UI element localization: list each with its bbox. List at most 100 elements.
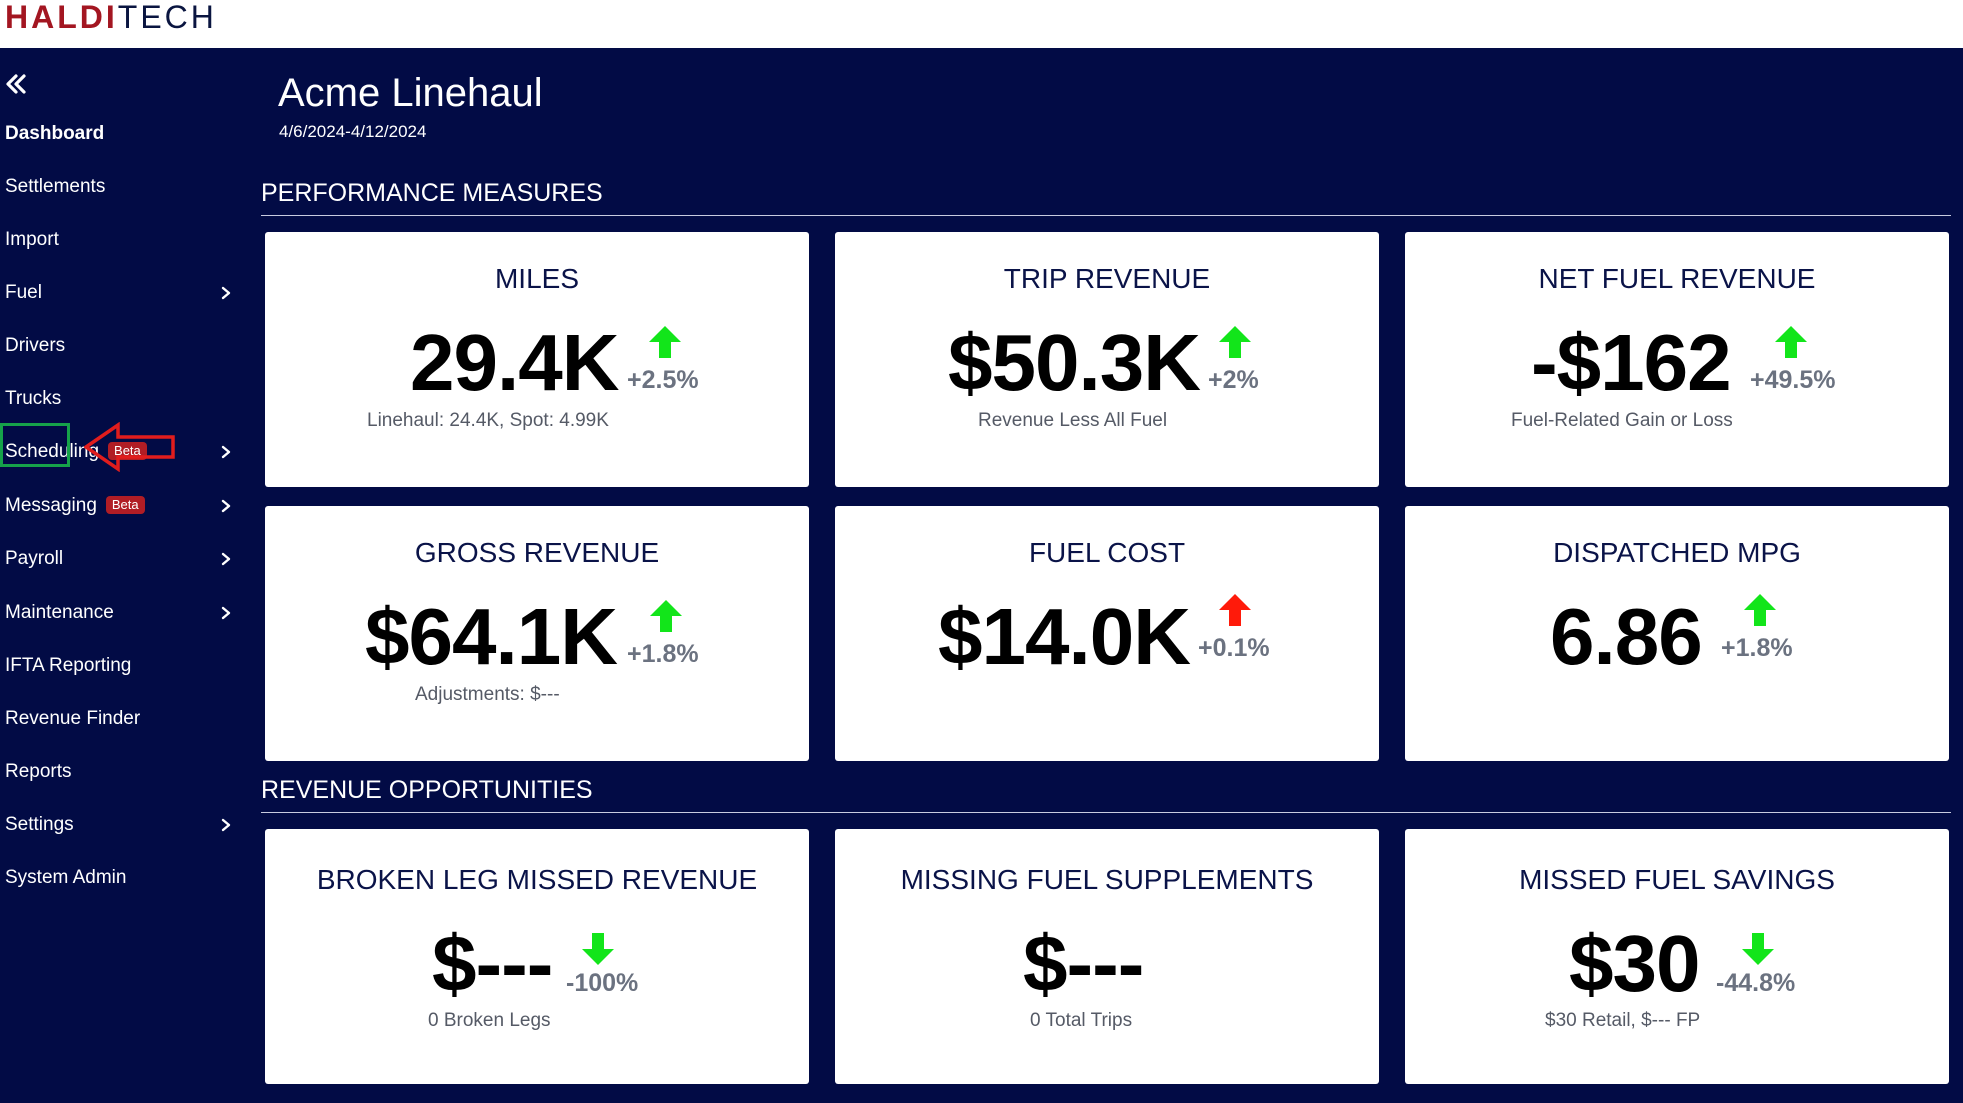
card-trip-revenue[interactable]: TRIP REVENUE $50.3K +2% Revenue Less All… bbox=[835, 232, 1379, 487]
red-arrow-annotation-icon bbox=[84, 422, 175, 472]
date-range: 4/6/2024-4/12/2024 bbox=[279, 122, 427, 141]
card-title: MISSING FUEL SUPPLEMENTS bbox=[900, 864, 1314, 895]
card-subtext: Fuel-Related Gain or Loss bbox=[1511, 410, 1733, 431]
card-subtext: 0 Broken Legs bbox=[428, 1010, 551, 1031]
arrow-up-icon bbox=[649, 326, 681, 358]
card-change: -100% bbox=[566, 969, 639, 997]
section-title: PERFORMANCE MEASURES bbox=[261, 179, 603, 207]
main-content: Acme Linehaul 4/6/2024-4/12/2024 PERFORM… bbox=[250, 48, 1963, 1103]
arrow-up-icon bbox=[1219, 326, 1251, 358]
sidebar-item-label: Fuel bbox=[5, 282, 42, 303]
sidebar-item-settings[interactable]: Settings bbox=[0, 803, 250, 847]
card-value: $14.0K bbox=[938, 592, 1191, 681]
card-title: NET FUEL REVENUE bbox=[1538, 263, 1816, 294]
sidebar-item-reports[interactable]: Reports bbox=[0, 750, 250, 794]
arrow-up-icon bbox=[650, 600, 682, 632]
arrow-up-icon bbox=[1744, 594, 1776, 626]
brand-name-part2: TECH bbox=[117, 0, 217, 35]
section-revenue-opportunities: REVENUE OPPORTUNITIES bbox=[261, 775, 1951, 813]
sidebar: Dashboard Settlements Import Fuel Driver… bbox=[0, 48, 250, 1103]
sidebar-item-ifta-reporting[interactable]: IFTA Reporting bbox=[0, 644, 250, 688]
card-dispatched-mpg[interactable]: DISPATCHED MPG 6.86 +1.8% bbox=[1405, 506, 1949, 761]
card-value: $30 bbox=[1569, 919, 1700, 1008]
double-chevron-left-icon[interactable] bbox=[4, 72, 28, 96]
sidebar-item-label: Maintenance bbox=[5, 602, 114, 623]
sidebar-item-system-admin[interactable]: System Admin bbox=[0, 856, 250, 900]
brand-logo[interactable]: HALDITECH bbox=[5, 0, 217, 34]
chevron-right-icon bbox=[221, 286, 231, 300]
top-bar: HALDITECH bbox=[0, 0, 1963, 48]
card-value: $50.3K bbox=[948, 318, 1201, 407]
card-title: BROKEN LEG MISSED REVENUE bbox=[316, 864, 758, 895]
card-value: -$162 bbox=[1531, 318, 1732, 407]
arrow-up-icon bbox=[1219, 594, 1251, 626]
sidebar-item-revenue-finder[interactable]: Revenue Finder bbox=[0, 697, 250, 741]
sidebar-item-label: Settlements bbox=[5, 176, 106, 197]
card-value: 29.4K bbox=[410, 318, 619, 407]
sidebar-item-dashboard[interactable]: Dashboard bbox=[0, 112, 250, 156]
page-title: Acme Linehaul bbox=[278, 71, 543, 115]
card-title: FUEL COST bbox=[1028, 537, 1186, 568]
chevron-right-icon bbox=[221, 499, 231, 513]
card-subtext: Linehaul: 24.4K, Spot: 4.99K bbox=[367, 410, 609, 431]
sidebar-item-messaging[interactable]: Messaging Beta bbox=[0, 484, 250, 528]
chevron-right-icon bbox=[221, 606, 231, 620]
card-miles[interactable]: MILES 29.4K +2.5% Linehaul: 24.4K, Spot:… bbox=[265, 232, 809, 487]
sidebar-item-label: Trucks bbox=[5, 388, 62, 409]
beta-badge: Beta bbox=[105, 496, 145, 514]
card-fuel-cost[interactable]: FUEL COST $14.0K +0.1% bbox=[835, 506, 1379, 761]
card-title: GROSS REVENUE bbox=[414, 537, 660, 568]
section-performance-measures: PERFORMANCE MEASURES bbox=[261, 178, 1951, 216]
chevron-right-icon bbox=[221, 552, 231, 566]
card-subtext: Revenue Less All Fuel bbox=[978, 410, 1168, 431]
card-change: +1.8% bbox=[1721, 634, 1793, 662]
sidebar-item-import[interactable]: Import bbox=[0, 218, 250, 262]
trucks-highlight-box bbox=[0, 423, 70, 467]
arrow-down-icon bbox=[582, 933, 614, 965]
card-value: $--- bbox=[1023, 919, 1144, 1008]
sidebar-item-label: Revenue Finder bbox=[5, 708, 141, 729]
card-subtext: 0 Total Trips bbox=[1030, 1010, 1133, 1031]
sidebar-item-label: Payroll bbox=[5, 548, 64, 569]
chevron-right-icon bbox=[221, 445, 231, 459]
sidebar-item-trucks[interactable]: Trucks bbox=[0, 377, 250, 421]
card-gross-revenue[interactable]: GROSS REVENUE $64.1K +1.8% Adjustments: … bbox=[265, 506, 809, 761]
sidebar-item-label: Reports bbox=[5, 761, 72, 782]
card-subtext: Adjustments: $--- bbox=[415, 684, 560, 705]
sidebar-item-label: Drivers bbox=[5, 335, 66, 356]
card-change: +2.5% bbox=[627, 366, 699, 394]
card-broken-leg-missed-revenue[interactable]: BROKEN LEG MISSED REVENUE $--- -100% 0 B… bbox=[265, 829, 809, 1084]
card-change: +0.1% bbox=[1198, 634, 1270, 662]
card-value: $--- bbox=[432, 919, 553, 1008]
section-divider bbox=[261, 812, 1951, 813]
sidebar-item-maintenance[interactable]: Maintenance bbox=[0, 591, 250, 635]
card-title: DISPATCHED MPG bbox=[1553, 537, 1801, 568]
card-change: +49.5% bbox=[1750, 366, 1836, 394]
sidebar-item-settlements[interactable]: Settlements bbox=[0, 165, 250, 209]
card-value: $64.1K bbox=[365, 592, 618, 681]
brand-name-part1: HALDI bbox=[5, 0, 118, 35]
card-change: +2% bbox=[1208, 366, 1259, 394]
card-change: -44.8% bbox=[1716, 969, 1796, 997]
arrow-down-icon bbox=[1742, 933, 1774, 965]
sidebar-item-label: System Admin bbox=[5, 867, 127, 888]
card-value: 6.86 bbox=[1550, 592, 1703, 681]
sidebar-item-label: Import bbox=[5, 229, 59, 250]
card-net-fuel-revenue[interactable]: NET FUEL REVENUE -$162 +49.5% Fuel-Relat… bbox=[1405, 232, 1949, 487]
card-change: +1.8% bbox=[627, 640, 699, 668]
card-title: TRIP REVENUE bbox=[1003, 263, 1211, 294]
sidebar-item-payroll[interactable]: Payroll bbox=[0, 537, 250, 581]
sidebar-item-drivers[interactable]: Drivers bbox=[0, 324, 250, 368]
card-title: MILES bbox=[494, 263, 580, 294]
chevron-right-icon bbox=[221, 818, 231, 832]
sidebar-item-label: Messaging bbox=[5, 495, 97, 516]
sidebar-item-label: Scheduling bbox=[5, 441, 100, 462]
section-title: REVENUE OPPORTUNITIES bbox=[261, 776, 593, 804]
card-missing-fuel-supplements[interactable]: MISSING FUEL SUPPLEMENTS $--- 0 Total Tr… bbox=[835, 829, 1379, 1084]
arrow-up-icon bbox=[1775, 326, 1807, 358]
card-subtext: $30 Retail, $--- FP bbox=[1545, 1010, 1701, 1031]
card-missed-fuel-savings[interactable]: MISSED FUEL SAVINGS $30 -44.8% $30 Retai… bbox=[1405, 829, 1949, 1084]
section-divider bbox=[261, 215, 1951, 216]
sidebar-item-fuel[interactable]: Fuel bbox=[0, 271, 250, 315]
sidebar-item-label: Settings bbox=[5, 814, 74, 835]
